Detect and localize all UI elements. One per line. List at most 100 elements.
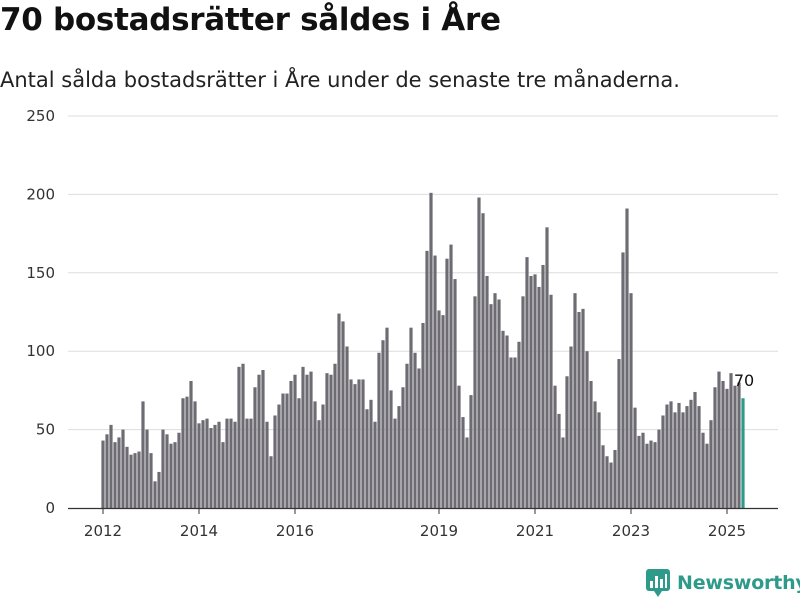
bar <box>453 279 457 508</box>
bar <box>305 374 309 508</box>
y-tick-label: 250 <box>26 107 55 125</box>
bar <box>545 227 549 508</box>
bar <box>553 385 557 508</box>
bar <box>529 275 533 508</box>
bar <box>489 304 493 508</box>
bar <box>273 415 277 508</box>
bar <box>185 396 189 508</box>
bar <box>689 399 693 508</box>
bar <box>693 391 697 508</box>
bar <box>137 451 141 508</box>
bar <box>345 346 349 508</box>
bar <box>581 308 585 508</box>
bar <box>729 373 733 508</box>
newsworthy-logo-icon <box>646 569 670 597</box>
bar <box>713 387 717 508</box>
highlight-data-label: 70 <box>734 371 754 390</box>
bar <box>685 406 689 508</box>
chart-title: 70 bostadsrätter såldes i Åre <box>0 2 501 38</box>
bar <box>389 390 393 508</box>
bar <box>181 398 185 508</box>
bar <box>437 310 441 508</box>
bar <box>585 351 589 508</box>
bar <box>109 424 113 508</box>
bar <box>285 393 289 508</box>
bar <box>281 393 285 508</box>
bar <box>289 380 293 508</box>
bar <box>373 421 377 508</box>
bar <box>613 449 617 508</box>
bar <box>165 434 169 508</box>
bar <box>569 346 573 508</box>
bar <box>593 401 597 508</box>
bar <box>341 321 345 508</box>
bar <box>461 417 465 508</box>
bars <box>101 192 745 509</box>
bar <box>557 413 561 508</box>
bar <box>709 420 713 508</box>
bar <box>469 395 473 508</box>
bar <box>413 352 417 508</box>
bar <box>353 384 357 508</box>
bar <box>129 454 133 508</box>
bar <box>157 471 161 508</box>
bar <box>297 398 301 508</box>
bar <box>669 401 673 508</box>
bar <box>113 442 117 508</box>
x-tick-label: 2019 <box>420 522 458 540</box>
bar <box>617 359 621 508</box>
bar <box>269 456 273 508</box>
bar <box>505 335 509 508</box>
bar <box>257 374 261 508</box>
bar <box>513 357 517 508</box>
y-tick-label: 50 <box>36 421 55 439</box>
bar <box>241 363 245 508</box>
brand-name: Newsworthy <box>677 572 800 594</box>
bar <box>177 432 181 508</box>
bar <box>357 379 361 508</box>
bar <box>521 296 525 508</box>
bar <box>365 409 369 508</box>
bar <box>633 407 637 508</box>
bar <box>605 456 609 508</box>
y-axis-ticks: 0 50 100 150 200 250 <box>26 107 55 517</box>
bar <box>333 363 337 508</box>
x-tick-label: 2023 <box>612 522 650 540</box>
x-tick-label: 2021 <box>516 522 554 540</box>
bar <box>277 404 281 508</box>
bar <box>337 313 341 508</box>
bar <box>649 440 653 508</box>
bar <box>225 418 229 508</box>
bar <box>497 299 501 508</box>
bar <box>541 264 545 508</box>
bar <box>681 412 685 508</box>
bar <box>621 252 625 508</box>
bar <box>601 445 605 508</box>
chart-subtitle: Antal sålda bostadsrätter i Åre under de… <box>0 68 680 92</box>
bar <box>493 293 497 508</box>
bar <box>533 274 537 508</box>
bar <box>485 275 489 508</box>
bar <box>445 258 449 508</box>
bar <box>221 442 225 508</box>
bar <box>141 401 145 508</box>
bar <box>677 402 681 508</box>
bar <box>473 296 477 508</box>
bar <box>645 443 649 508</box>
bar <box>245 418 249 508</box>
bar <box>421 322 425 508</box>
bar <box>501 330 505 508</box>
bar <box>409 327 413 508</box>
bar <box>149 453 153 508</box>
bar <box>117 437 121 508</box>
bar <box>229 418 233 508</box>
bar <box>317 420 321 508</box>
bar <box>717 371 721 508</box>
bar <box>369 399 373 508</box>
bar <box>609 462 613 508</box>
bar <box>449 244 453 509</box>
bar <box>401 387 405 508</box>
bar <box>361 379 365 508</box>
bar <box>393 418 397 508</box>
